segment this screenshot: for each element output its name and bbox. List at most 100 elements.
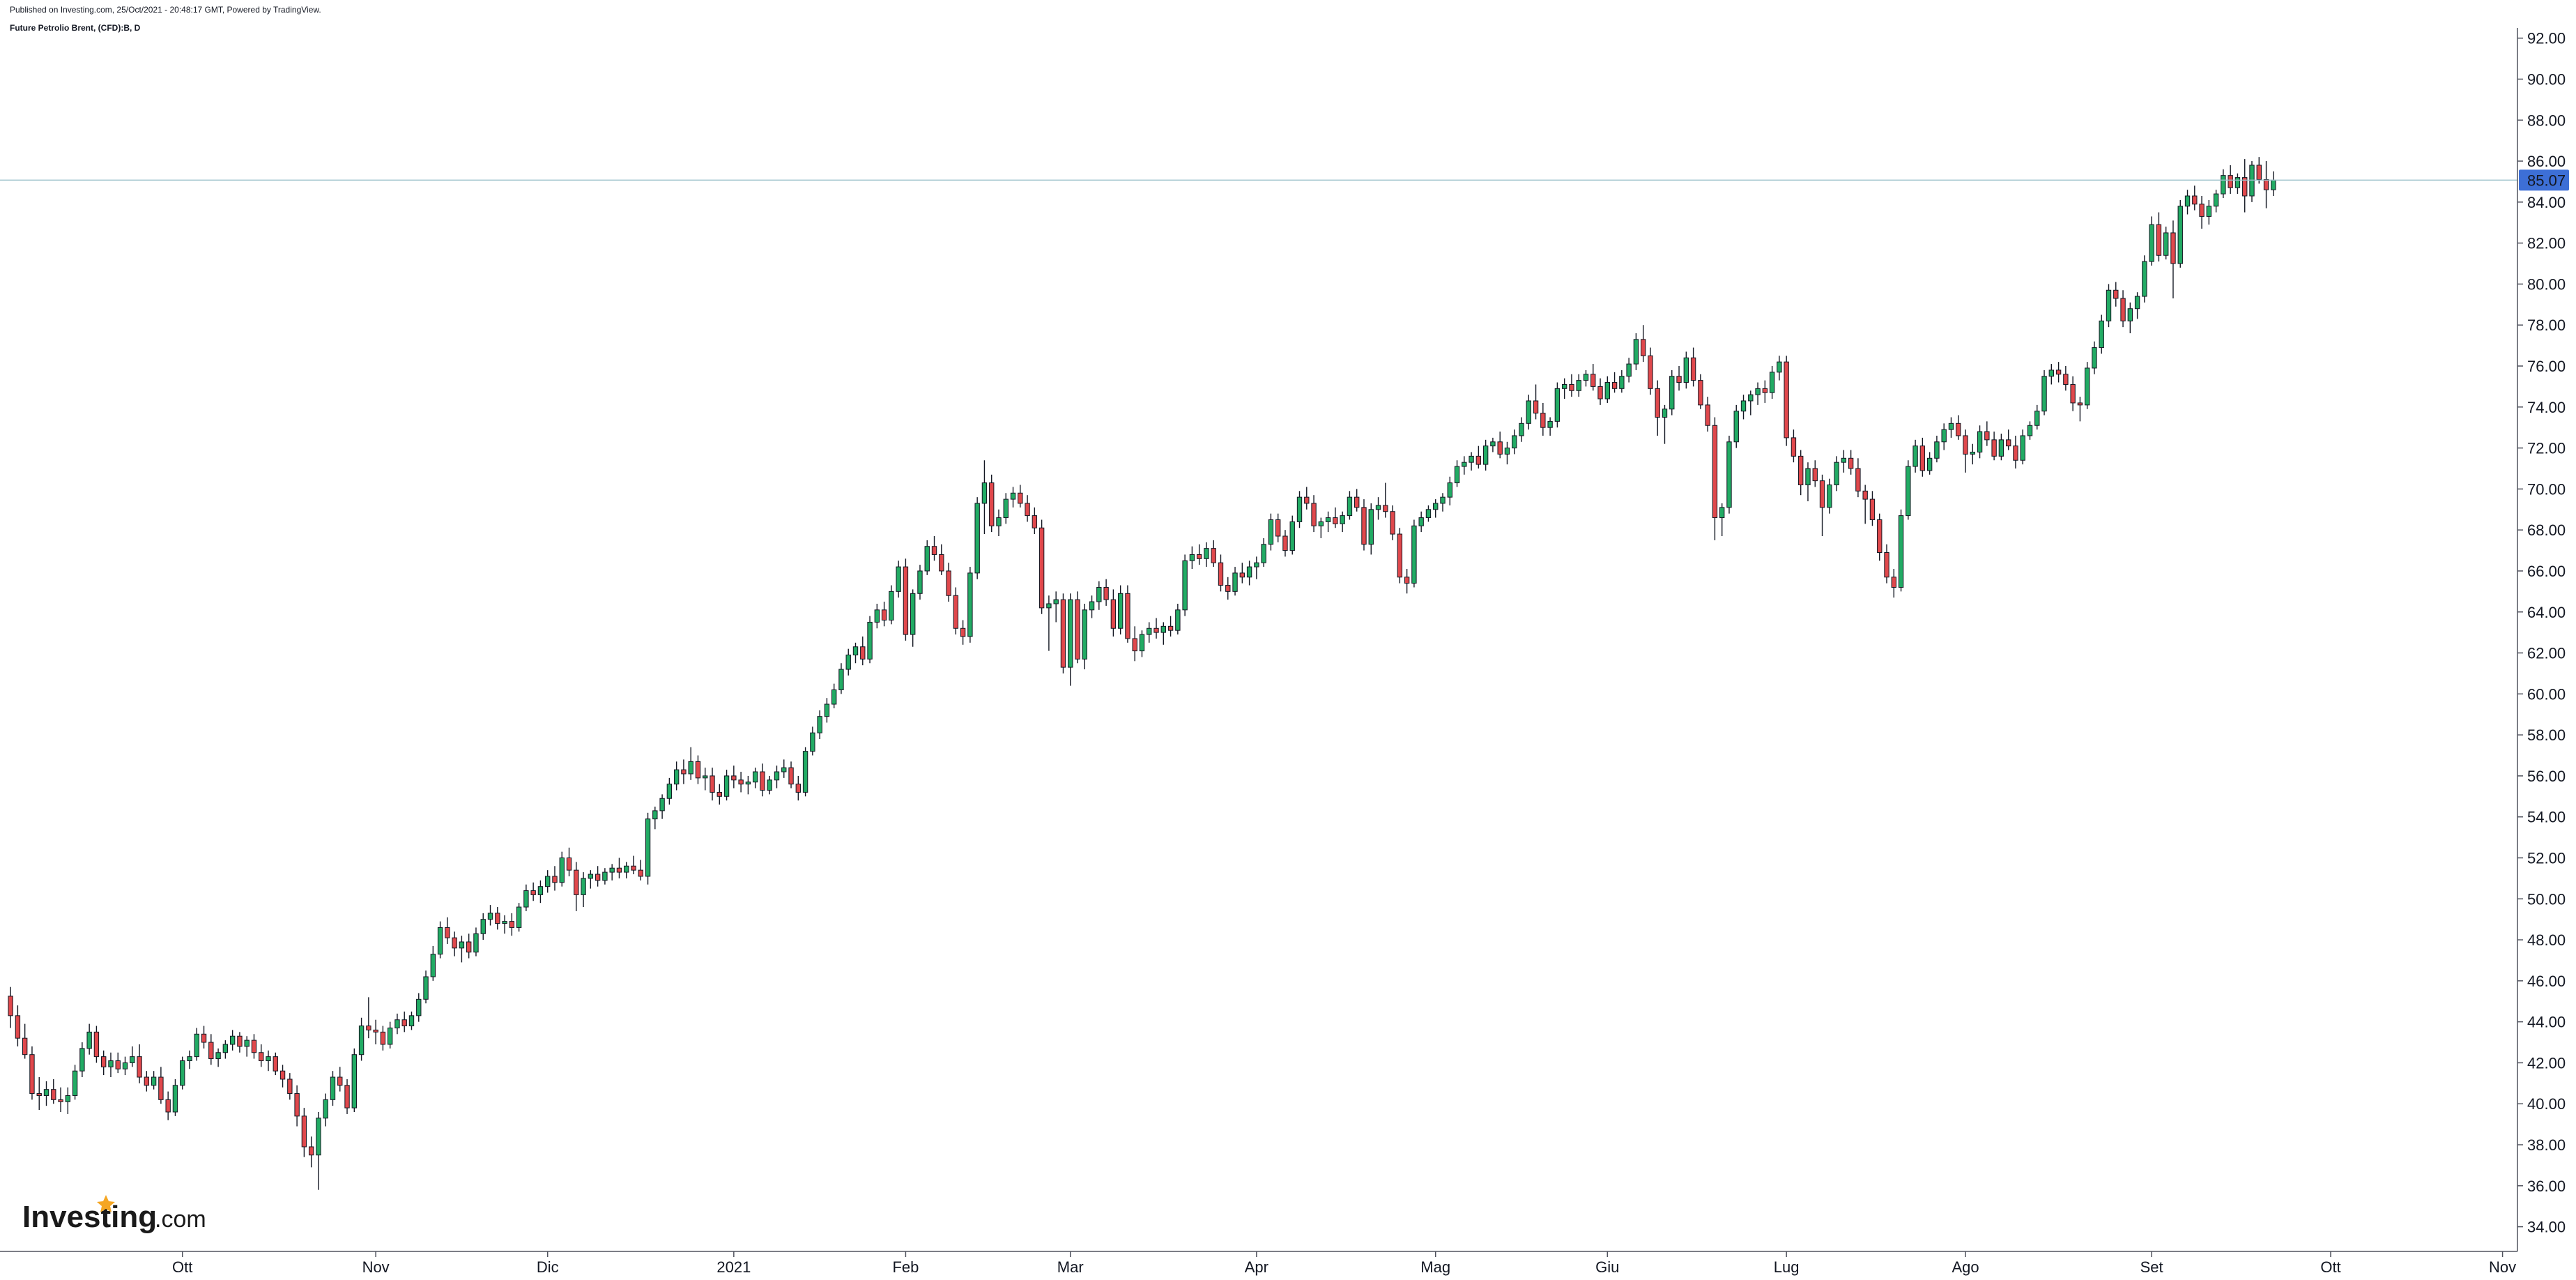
candle-up[interactable] (1003, 498, 1009, 519)
candle-down[interactable] (1798, 455, 1804, 486)
candle-down[interactable] (953, 595, 959, 629)
candle-down[interactable] (1855, 468, 1861, 492)
candle-down[interactable] (1655, 388, 1660, 418)
candle-up[interactable] (1748, 394, 1754, 402)
candle-up[interactable] (1970, 451, 1975, 455)
candle-down[interactable] (101, 1056, 107, 1067)
candle-up[interactable] (1626, 363, 1632, 377)
x-axis[interactable]: Ott Nov Dic 2021 Feb Mar Apr Mag Giu Lug Ago Set Ott… (172, 1251, 2516, 1276)
candle-down[interactable] (2120, 298, 2126, 321)
candle-down[interactable] (574, 869, 579, 895)
candle-down[interactable] (58, 1099, 63, 1102)
candle-up[interactable] (1089, 601, 1095, 611)
candle-up[interactable] (810, 732, 815, 752)
candle-down[interactable] (638, 869, 643, 877)
candle-down[interactable] (631, 865, 636, 871)
candle-down[interactable] (1569, 383, 1574, 391)
candle-down[interactable] (158, 1076, 164, 1100)
candle-down[interactable] (1597, 386, 1603, 399)
candle-up[interactable] (108, 1060, 114, 1067)
candle-up[interactable] (1755, 388, 1761, 395)
candle-up[interactable] (703, 775, 708, 779)
candle-down[interactable] (259, 1052, 264, 1062)
candle-up[interactable] (559, 857, 565, 883)
candle-down[interactable] (1225, 585, 1231, 592)
candle-up[interactable] (1519, 422, 1524, 436)
candle-up[interactable] (967, 572, 973, 637)
candle-up[interactable] (523, 890, 529, 908)
candle-down[interactable] (308, 1146, 314, 1156)
candle-down[interactable] (2192, 195, 2198, 205)
candle-up[interactable] (122, 1062, 128, 1069)
candle-down[interactable] (509, 921, 515, 928)
candle-up[interactable] (1160, 625, 1166, 633)
candle-up[interactable] (1411, 525, 1417, 584)
candle-up[interactable] (1490, 441, 1496, 447)
candle-up[interactable] (1204, 548, 1209, 559)
candle-up[interactable] (316, 1118, 321, 1156)
candle-up[interactable] (1834, 462, 1839, 486)
candle-up[interactable] (745, 782, 751, 785)
candle-down[interactable] (1218, 562, 1224, 586)
candle-up[interactable] (1504, 448, 1510, 455)
candle-down[interactable] (273, 1056, 278, 1072)
candle-up[interactable] (187, 1056, 192, 1062)
candle-up[interactable] (1827, 485, 1832, 508)
candle-down[interactable] (2070, 383, 2076, 404)
candle-up[interactable] (910, 593, 916, 635)
candle-down[interactable] (788, 767, 794, 785)
candle-up[interactable] (802, 751, 808, 793)
candle-up[interactable] (1147, 627, 1152, 635)
candle-down[interactable] (1354, 496, 1360, 508)
candle-down[interactable] (738, 779, 744, 785)
candle-down[interactable] (860, 646, 866, 660)
candle-down[interactable] (1032, 515, 1038, 528)
candle-down[interactable] (2242, 177, 2248, 197)
candle-up[interactable] (2099, 320, 2104, 349)
candle-up[interactable] (1998, 439, 2004, 457)
candle-up[interactable] (1619, 376, 1625, 389)
candle-up[interactable] (1769, 372, 1775, 393)
candle-up[interactable] (1462, 462, 1467, 467)
candle-up[interactable] (666, 784, 673, 799)
candle-up[interactable] (838, 669, 844, 690)
candle-up[interactable] (1662, 409, 1668, 418)
candle-down[interactable] (1956, 422, 1961, 436)
candle-down[interactable] (2005, 439, 2011, 447)
candle-down[interactable] (380, 1031, 386, 1045)
candle-up[interactable] (1934, 441, 1940, 459)
candle-up[interactable] (1189, 554, 1195, 561)
candle-up[interactable] (1447, 482, 1452, 498)
candle-down[interactable] (1038, 527, 1045, 609)
candle-down[interactable] (373, 1029, 378, 1033)
candle-up[interactable] (1683, 357, 1689, 383)
candle-down[interactable] (1404, 577, 1410, 584)
candle-down[interactable] (2055, 369, 2062, 375)
candle-up[interactable] (79, 1048, 85, 1072)
candle-up[interactable] (2234, 177, 2241, 188)
candle-up[interactable] (1726, 441, 1732, 508)
candle-down[interactable] (795, 784, 801, 793)
candle-down[interactable] (445, 927, 450, 938)
candle-down[interactable] (251, 1039, 257, 1053)
candle-down[interactable] (1167, 625, 1174, 631)
candle-up[interactable] (1777, 361, 1782, 373)
candle-up[interactable] (2092, 347, 2097, 369)
candle-up[interactable] (1117, 593, 1124, 629)
candle-up[interactable] (1604, 382, 1610, 399)
candle-down[interactable] (208, 1042, 214, 1060)
candle-down[interactable] (1497, 441, 1503, 455)
candle-down[interactable] (1311, 503, 1317, 526)
candle-up[interactable] (330, 1076, 336, 1100)
candle-up[interactable] (229, 1035, 236, 1045)
candle-down[interactable] (710, 775, 715, 793)
candle-up[interactable] (1296, 496, 1303, 522)
candle-down[interactable] (1690, 357, 1696, 381)
candle-down[interactable] (1648, 355, 1653, 389)
candle-up[interactable] (2048, 369, 2054, 377)
candle-up[interactable] (781, 767, 787, 772)
candle-down[interactable] (1196, 554, 1202, 559)
candle-up[interactable] (1440, 496, 1446, 504)
candle-up[interactable] (1053, 599, 1059, 604)
candle-up[interactable] (996, 517, 1002, 526)
